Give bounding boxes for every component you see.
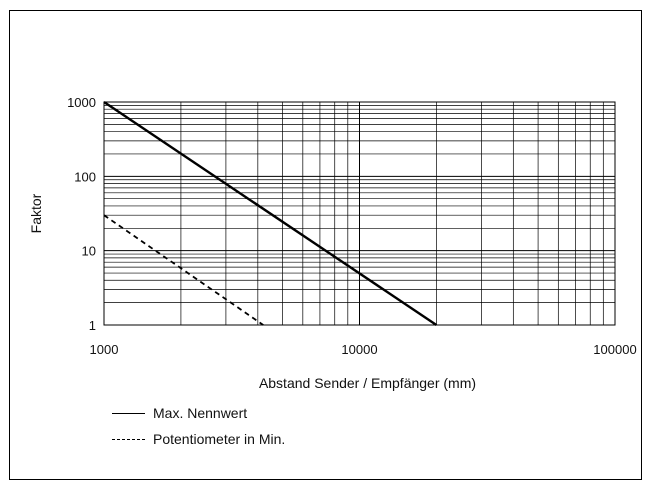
grid <box>103 102 615 326</box>
y-tick-label: 1000 <box>67 95 96 110</box>
y-tick-label: 100 <box>74 169 96 184</box>
x-tick-label: 100000 <box>593 342 636 357</box>
y-axis-label: Faktor <box>28 193 44 233</box>
legend-label: Max. Nennwert <box>153 405 248 421</box>
series-line-potentiometer <box>103 214 264 326</box>
legend-label: Potentiometer in Min. <box>153 431 286 447</box>
x-tick-label: 10000 <box>341 342 377 357</box>
plot-area <box>103 101 616 326</box>
x-tick-label: 1000 <box>90 342 119 357</box>
chart-frame <box>9 10 642 480</box>
series-line-max-nennwert <box>103 101 438 326</box>
log-log-chart: 1000 100 10 1 1000 10000 100000 Faktor Abstan… <box>28 95 637 391</box>
y-tick-labels: 1000 100 10 1 <box>67 95 96 333</box>
y-tick-label: 10 <box>82 244 96 259</box>
series-layer <box>103 101 438 326</box>
legend-swatch-solid <box>112 412 145 414</box>
legend-item-max-nennwert: Max. Nennwert <box>112 405 247 421</box>
legend-swatch-dashed <box>112 438 145 440</box>
x-axis-label: Abstand Sender / Empfänger (mm) <box>259 375 476 391</box>
y-tick-label: 1 <box>89 318 96 333</box>
x-tick-labels: 1000 10000 100000 <box>90 342 637 357</box>
legend-item-potentiometer: Potentiometer in Min. <box>112 431 285 447</box>
